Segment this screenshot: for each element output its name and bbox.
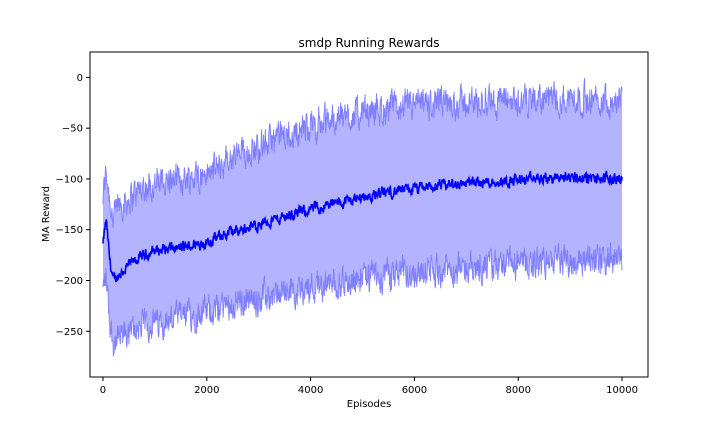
- y-tick-label: −200: [56, 276, 83, 287]
- series-layer: [102, 77, 623, 357]
- y-tick-label: 0: [77, 73, 83, 84]
- x-axis-label: Episodes: [347, 399, 391, 410]
- plot-frame: [89, 51, 649, 378]
- x-tick-label: 10000: [606, 385, 638, 396]
- y-tick-label: −100: [56, 174, 83, 185]
- y-tick-label: −150: [56, 225, 83, 236]
- y-tick-label: −250: [56, 327, 83, 338]
- upper-bound-line: [102, 77, 623, 228]
- y-axis-label: MA Reward: [41, 186, 52, 242]
- lower-bound-line: [102, 242, 623, 357]
- y-tick-label: −50: [62, 124, 83, 135]
- variance-band: [102, 77, 623, 357]
- x-tick-label: 6000: [402, 385, 427, 396]
- plot-area: [102, 77, 623, 357]
- x-tick-label: 2000: [194, 385, 219, 396]
- x-tick-label: 4000: [298, 385, 323, 396]
- mean-reward-line: [102, 170, 623, 283]
- x-axis: 0 2000 4000 6000 8000 10000: [100, 377, 638, 396]
- x-tick-label: 8000: [506, 385, 531, 396]
- x-tick-label: 0: [100, 385, 106, 396]
- y-axis: 0 −50 −100 −150 −200 −250: [56, 73, 90, 338]
- chart-title: smdp Running Rewards: [299, 36, 440, 50]
